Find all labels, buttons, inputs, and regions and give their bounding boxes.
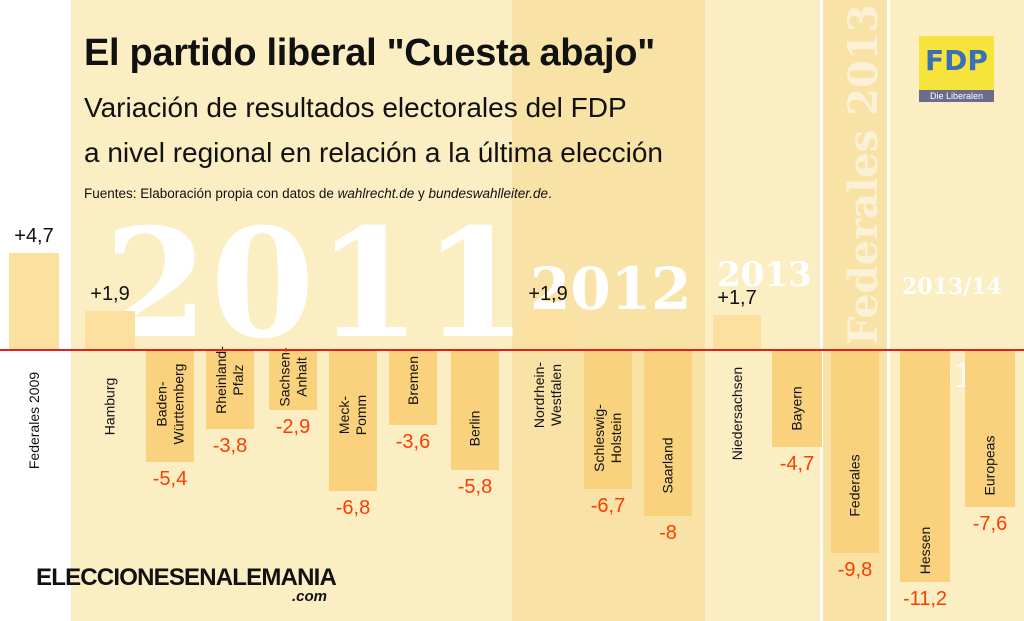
value-label-niedersachsen: +1,7 (717, 286, 757, 309)
category-label-federales-2009: Federales 2009 (26, 371, 43, 468)
category-label-federales: Federales (847, 454, 864, 516)
band-2012 (512, 0, 705, 621)
value-label-hamburg: +1,9 (90, 282, 130, 305)
bar-hessen (900, 350, 950, 582)
value-label-bremen: -3,6 (395, 430, 431, 453)
year-2011-watermark: 2011 (104, 196, 530, 372)
band-2013 (705, 0, 820, 621)
value-label-federales: -9,8 (837, 558, 873, 581)
value-label-saarland: -8 (659, 521, 677, 544)
category-label-meck-pomm: Meck- Pomm (336, 395, 370, 435)
category-label-line: Württemberg (169, 363, 186, 445)
bar-berlin (451, 350, 499, 471)
source-site-bundeswahlleiter: bundeswahlleiter.de (428, 186, 549, 201)
bar-baden-wurttemberg (146, 350, 194, 462)
category-label-line: Baden- (152, 381, 169, 427)
federales-2013-watermark: Federales 2013 (840, 4, 887, 346)
category-label-niedersachsen: Niedersachsen (729, 366, 746, 459)
category-label-line: Hessen (916, 526, 933, 574)
value-label-rheinland-pfalz: -3,8 (212, 434, 248, 457)
bar-bremen (389, 350, 437, 425)
chart-subtitle-line2: a nivel regional en relación a la última… (84, 137, 664, 168)
year-2013-14-watermark: 2013/14 (902, 274, 1002, 300)
value-label-nordrhein-westfalen: +1,9 (528, 282, 568, 305)
category-label-line: Holstein (607, 412, 624, 464)
category-label-hamburg: Hamburg (101, 377, 118, 435)
brand-logo-suffix: .com (292, 588, 328, 605)
federales-2009-watermark: Federales 2009 (6, 0, 53, 250)
category-label-saarland: Saarland (660, 437, 677, 493)
fdp-logo: FDP Die Liberalen (919, 36, 994, 102)
category-label-line: Nordrhein- (531, 361, 548, 429)
source-site-wahlrecht: wahlrecht.de (337, 186, 415, 201)
bar-hamburg (85, 310, 135, 350)
fdp-logo-word: FDP (925, 44, 988, 77)
bar-sachsen-anhalt (269, 350, 317, 411)
category-label-line: Meck- (336, 395, 353, 435)
source-mid: y (414, 186, 429, 201)
category-label-sachsen-anhalt: Sachsen- Anhalt (276, 347, 310, 406)
category-label-hessen: Hessen (917, 526, 934, 573)
bar-rheinland-pfalz (206, 350, 254, 429)
category-label-line: Europeas (981, 435, 998, 495)
bar-federales-2009 (9, 252, 59, 350)
category-label-berlin: Berlin (466, 410, 483, 446)
chart-title: El partido liberal "Cuesta abajo" (84, 32, 655, 74)
category-label-line: Sachsen- (276, 347, 293, 407)
bar-saarland (644, 350, 692, 516)
category-label-schleswig-holstein: Schleswig- Holstein (591, 404, 625, 472)
category-label-line: Rheinland- (212, 346, 229, 414)
value-label-federales-2009: +4,7 (14, 224, 54, 247)
value-label-berlin: -5,8 (457, 476, 493, 499)
category-label-line: Hamburg (101, 377, 118, 435)
value-label-bayern: -4,7 (779, 453, 815, 476)
category-label-rheinland-pfalz: Rheinland- Pfalz (213, 346, 247, 414)
year-2013-watermark: 2013 (717, 255, 812, 295)
category-label-line: Niedersachsen (728, 366, 745, 460)
source-prefix: Fuentes: Elaboración propia con datos de (84, 186, 338, 201)
category-label-line: Pfalz (229, 364, 246, 396)
category-label-bremen: Bremen (405, 355, 422, 404)
category-label-line: Saarland (659, 436, 676, 494)
category-label-line: Anhalt (293, 357, 310, 397)
category-label-line: Westfalen (548, 364, 565, 427)
brand-logo: ELECCIONESENALEMANIA (36, 564, 337, 591)
source-end: . (548, 186, 552, 201)
value-label-europeas: -7,6 (972, 513, 1008, 536)
zero-baseline (0, 349, 1024, 351)
value-label-schleswig-holstein: -6,7 (590, 494, 626, 517)
bar-niedersachsen (713, 314, 761, 350)
band-2011 (71, 0, 512, 621)
value-label-meck-pomm: -6,8 (335, 496, 371, 519)
bar-meck-pomm (329, 350, 377, 491)
fdp-logo-tagline: Die Liberalen (919, 90, 994, 102)
category-label-line: Federales 2009 (25, 371, 42, 469)
bar-federales (831, 350, 879, 553)
category-label-line: Bremen (404, 355, 421, 405)
category-label-europeas: Europeas (981, 435, 998, 495)
category-label-line: Berlin (466, 410, 483, 446)
category-label-line: Pomm (353, 394, 370, 436)
category-label-nordrhein-westfalen: Nordrhein- Westfalen (531, 362, 565, 428)
value-label-sachsen-anhalt: -2,9 (275, 416, 311, 439)
category-label-bayern: Bayern (789, 386, 806, 430)
category-label-line: Federales (846, 453, 863, 517)
category-label-baden-wurttemberg: Baden- Württemberg (153, 364, 187, 445)
chart-subtitle-line1: Variación de resultados electorales del … (84, 92, 627, 123)
bar-schleswig-holstein (584, 350, 632, 489)
source-note: Fuentes: Elaboración propia con datos de… (84, 186, 552, 201)
category-label-line: Bayern (788, 385, 805, 431)
bar-europeas (965, 350, 1015, 508)
bar-nordrhein-westfalen (524, 310, 572, 350)
value-label-hessen: -11,2 (902, 587, 948, 610)
bar-bayern (772, 350, 822, 448)
value-label-baden-wurttemberg: -5,4 (152, 467, 188, 490)
category-label-line: Schleswig- (590, 404, 607, 472)
